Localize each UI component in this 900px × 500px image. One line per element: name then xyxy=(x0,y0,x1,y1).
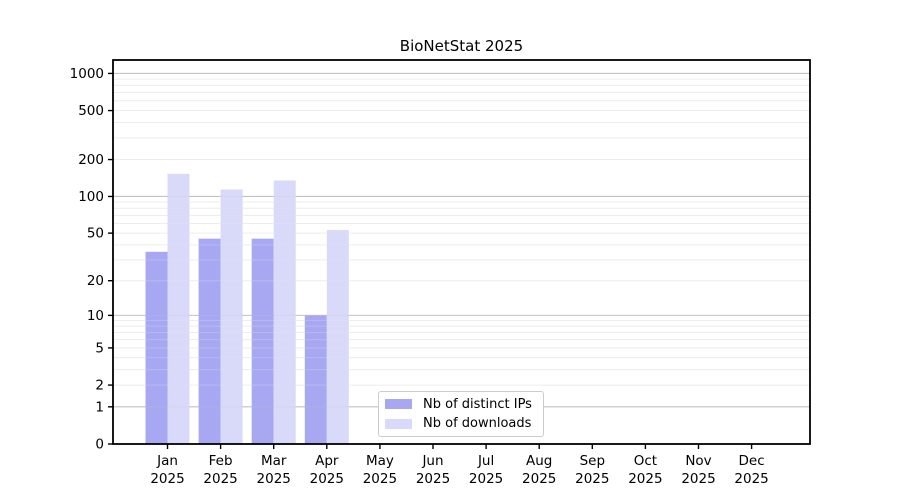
y-tick-label: 100 xyxy=(78,189,104,205)
bar-distinct-ips-jan xyxy=(145,251,168,444)
y-tick-label: 0 xyxy=(95,437,104,453)
y-tick-label: 50 xyxy=(87,226,104,242)
bar-downloads-mar xyxy=(273,180,296,444)
legend-item-downloads: Nb of downloads xyxy=(385,416,543,431)
legend-swatch-distinct-ips xyxy=(385,399,412,410)
chart-title: BioNetStat 2025 xyxy=(399,37,524,55)
plot-frame xyxy=(112,59,811,445)
legend: Nb of distinct IPs Nb of downloads xyxy=(378,391,544,437)
x-tick-label-jan: Jan 2025 xyxy=(150,453,184,487)
x-tick-label-dec: Dec 2025 xyxy=(734,453,768,487)
y-tick-label: 1000 xyxy=(70,66,104,82)
bar-downloads-apr xyxy=(326,230,349,444)
x-tick-label-oct: Oct 2025 xyxy=(628,453,662,487)
x-tick-label-jun: Jun 2025 xyxy=(416,453,450,487)
bar-downloads-feb xyxy=(220,189,243,444)
x-tick-label-sep: Sep 2025 xyxy=(575,453,609,487)
x-axis: Jan 2025 Feb 2025 Mar 2025 Apr 2025 May 2025 Jun 20… xyxy=(150,444,769,487)
x-tick-label-jul: Jul 2025 xyxy=(469,453,503,487)
y-tick-label: 20 xyxy=(87,273,104,289)
y-tick-label: 2 xyxy=(95,378,104,394)
bars xyxy=(145,173,349,445)
y-tick-label: 200 xyxy=(78,152,104,168)
x-tick-label-nov: Nov 2025 xyxy=(681,453,715,487)
x-tick-label-mar: Mar 2025 xyxy=(257,453,291,487)
x-tick-label-aug: Aug 2025 xyxy=(522,453,556,487)
bar-distinct-ips-apr xyxy=(304,315,327,444)
y-tick-label: 1 xyxy=(95,399,104,415)
gridlines-overlay xyxy=(113,72,810,408)
y-tick-label: 5 xyxy=(95,340,104,356)
legend-label-distinct-ips: Nb of distinct IPs xyxy=(423,396,532,412)
legend-swatch-downloads xyxy=(385,418,412,429)
y-tick-label: 10 xyxy=(87,308,104,324)
y-axis: 0 1 2 5 10 20 50 100 200 500 1000 xyxy=(70,66,113,453)
bar-distinct-ips-feb xyxy=(198,238,221,444)
legend-item-distinct-ips: Nb of distinct IPs xyxy=(385,397,543,412)
x-tick-label-feb: Feb 2025 xyxy=(203,453,237,487)
bar-downloads-jan xyxy=(167,173,190,445)
y-tick-label: 500 xyxy=(78,103,104,119)
legend-label-downloads: Nb of downloads xyxy=(423,416,532,432)
x-tick-label-may: May 2025 xyxy=(363,453,397,487)
bar-distinct-ips-mar xyxy=(251,238,274,444)
x-tick-label-apr: Apr 2025 xyxy=(310,453,344,487)
